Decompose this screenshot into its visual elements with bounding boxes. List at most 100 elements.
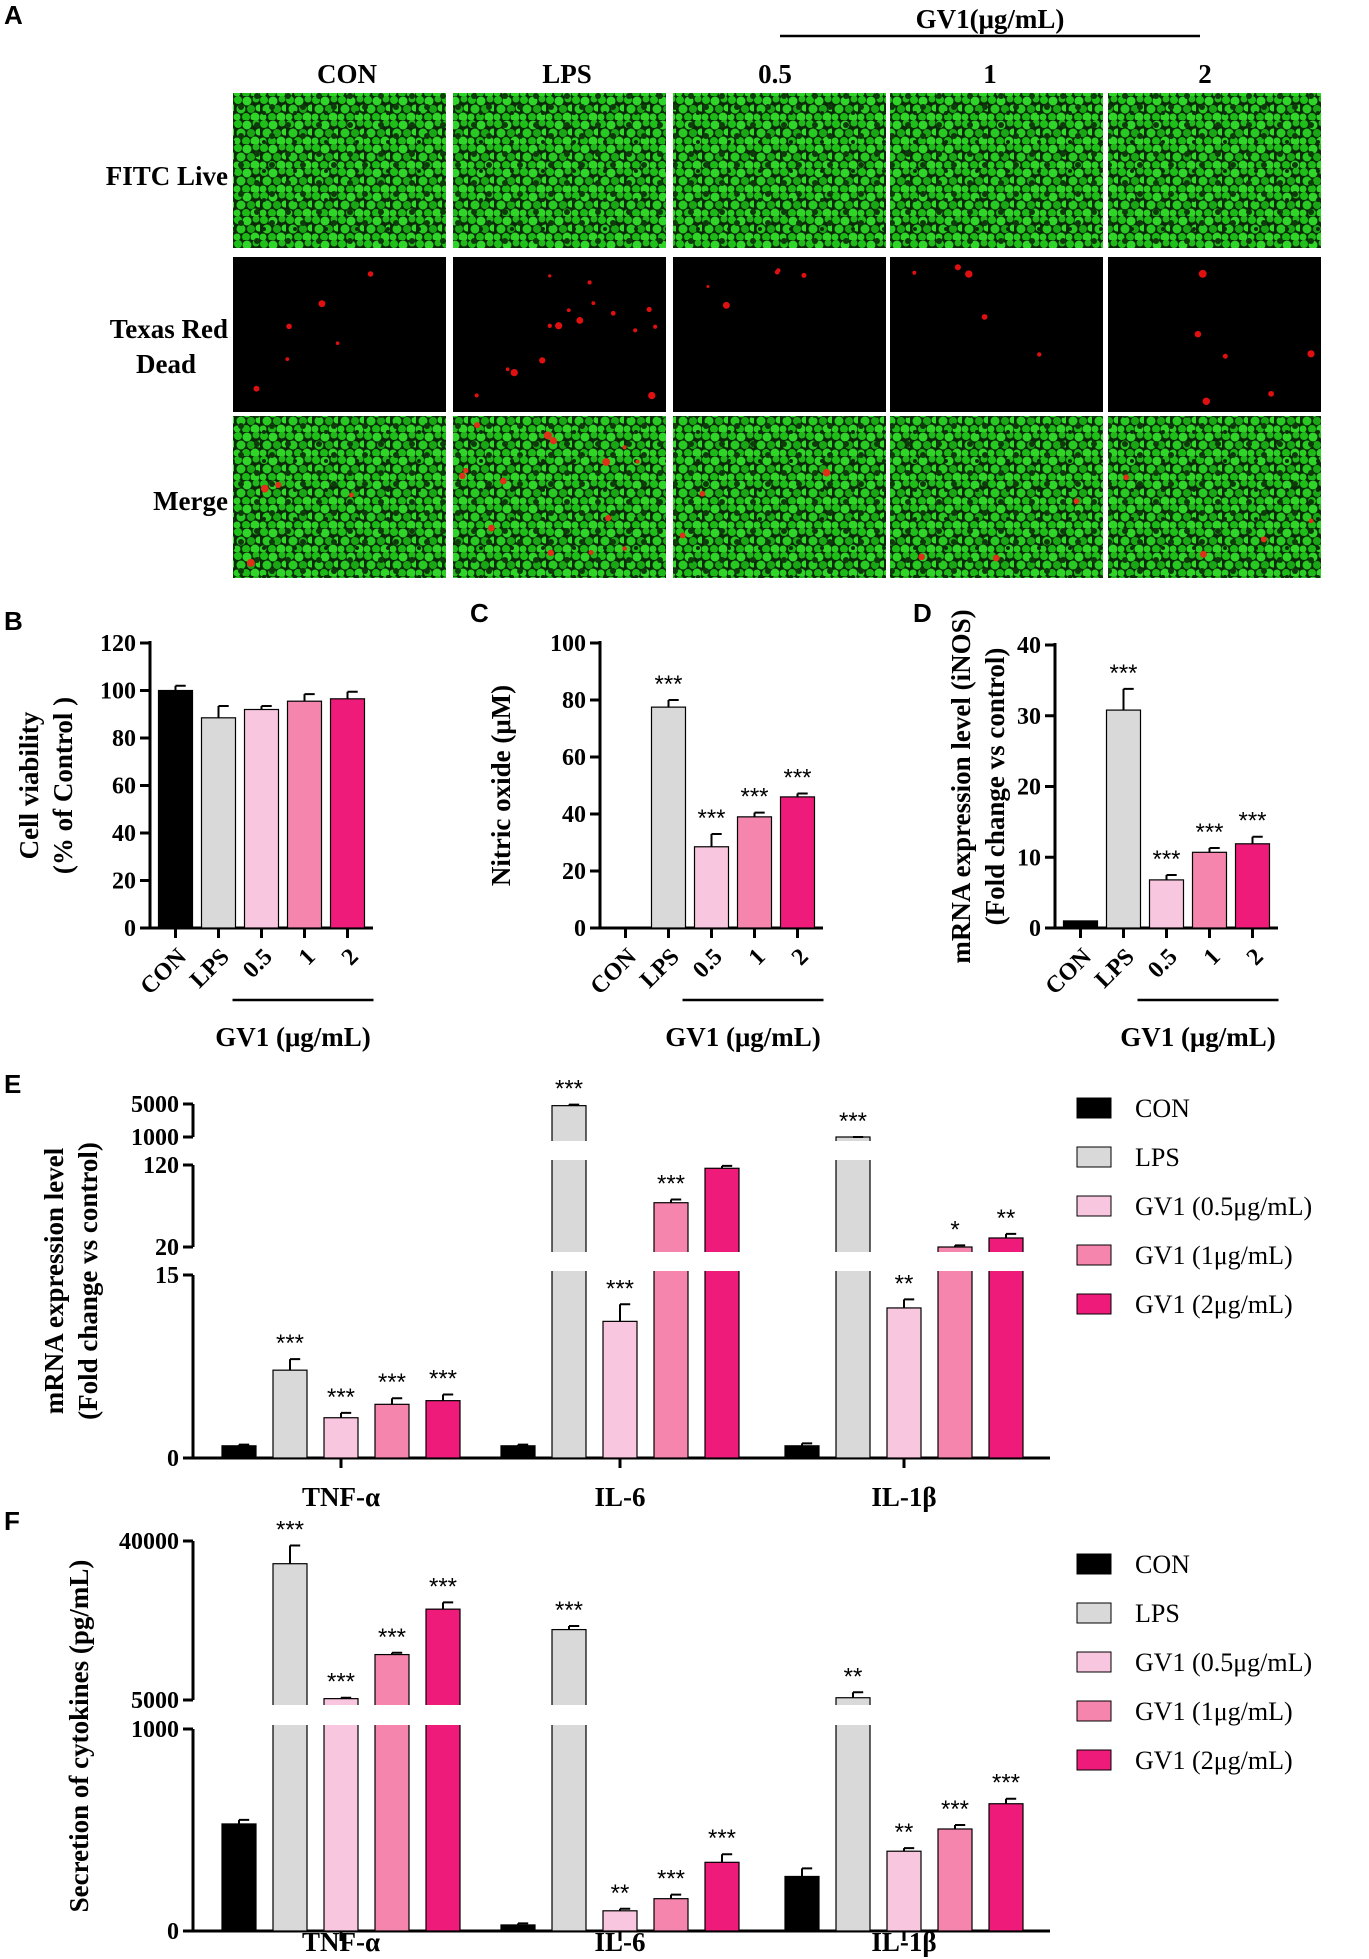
- merge-dead-dot: [699, 490, 706, 497]
- bar-CON: [1062, 920, 1099, 929]
- dead-image: [453, 257, 666, 412]
- y-tick-label: 120: [143, 1153, 179, 1179]
- panel-label-d: D: [913, 598, 932, 628]
- y-axis-title: (Fold change vs control): [73, 1142, 103, 1420]
- axis-break-gap: [195, 1141, 1052, 1160]
- dead-cell-dot: [555, 322, 563, 330]
- significance-label: ***: [657, 1866, 685, 1893]
- y-tick-label: 20: [1017, 775, 1041, 801]
- dead-cell-dot: [253, 385, 260, 392]
- dead-cell-dot: [912, 270, 917, 275]
- bar-2: [1234, 843, 1271, 929]
- dead-cell-dot: [1198, 269, 1207, 278]
- significance-label: *: [950, 1216, 959, 1243]
- legend-swatch: [1076, 1195, 1112, 1217]
- legend-label: GV1 (0.5μg/mL): [1135, 1648, 1312, 1677]
- column-label-1: 1: [983, 59, 997, 89]
- dead-image: [673, 257, 886, 412]
- dead-cell-dot: [954, 264, 961, 271]
- merge-dead-dot: [1308, 518, 1314, 524]
- dead-cell-dot: [591, 301, 596, 306]
- y-axis-title: Nitric oxide (μM): [486, 685, 516, 886]
- merge-image-texture: [233, 416, 446, 578]
- y-tick-label: 20: [112, 869, 136, 895]
- panel-a-micrographs: GV1(μg/mL) CON LPS 0.5 1 2 FITC Live Tex…: [106, 4, 1321, 578]
- bar-GV1 (2μg/mL): [988, 1237, 1024, 1459]
- dead-image: [233, 257, 446, 412]
- panel-label-e: E: [4, 1069, 21, 1099]
- significance-label: ***: [429, 1573, 457, 1600]
- y-tick-label: 40000: [119, 1529, 179, 1555]
- error-bar: [568, 1624, 580, 1630]
- x-tick-label: CON: [1041, 943, 1098, 1000]
- merge-dead-dot: [622, 546, 627, 551]
- dead-cell-dot: [576, 317, 584, 324]
- legend-label: GV1 (1μg/mL): [1135, 1697, 1293, 1726]
- dead-cell-dot: [801, 272, 807, 278]
- y-tick-label: 0: [124, 916, 136, 942]
- significance-label: ***: [378, 1369, 406, 1396]
- significance-label: ***: [1152, 846, 1180, 873]
- bar-LPS: [650, 706, 687, 929]
- error-bar: [1005, 1232, 1017, 1238]
- dead-cell-dot: [1268, 390, 1274, 397]
- merge-dead-dot: [275, 481, 282, 488]
- x-group-label: IL-6: [594, 1927, 645, 1957]
- live-image-texture: [890, 93, 1103, 248]
- significance-label: **: [997, 1205, 1016, 1232]
- row-label-dead: Dead: [136, 349, 196, 379]
- column-label-2: 2: [1198, 59, 1212, 89]
- error-bar: [801, 1442, 813, 1446]
- significance-label: ***: [276, 1330, 304, 1357]
- bar-GV1 (1μg/mL): [374, 1653, 410, 1932]
- legend-label: GV1 (1μg/mL): [1135, 1241, 1293, 1270]
- bar-1: [736, 816, 773, 929]
- dead-image: [1108, 257, 1321, 412]
- legend-swatch: [1076, 1293, 1112, 1315]
- bar-GV1 (1μg/mL): [937, 1246, 973, 1459]
- bar-CON: [221, 1445, 257, 1459]
- bar-0.5: [243, 708, 280, 929]
- bar-LPS: [835, 1697, 871, 1932]
- error-bar: [903, 1847, 915, 1852]
- legend-swatch: [1076, 1651, 1112, 1673]
- x-group-label: TNF-α: [302, 1927, 380, 1957]
- y-tick-label: 0: [574, 916, 586, 942]
- error-bar: [238, 1443, 250, 1446]
- dead-cell-dot: [774, 269, 780, 275]
- panel-label-f: F: [4, 1506, 20, 1536]
- error-bar: [174, 684, 186, 691]
- error-bar: [442, 1393, 454, 1401]
- dead-cell-dot: [1222, 353, 1228, 359]
- bar-GV1 (0.5μg/mL): [886, 1307, 922, 1459]
- error-bar: [260, 704, 272, 710]
- significance-label: ***: [1195, 819, 1223, 846]
- row-label-merge: Merge: [153, 486, 228, 516]
- error-bar: [303, 693, 315, 702]
- dead-image: [890, 257, 1103, 412]
- y-axis-title: (% of Control ): [48, 697, 78, 874]
- error-bar: [346, 690, 358, 699]
- column-label-0-5: 0.5: [758, 59, 792, 89]
- bar-2: [329, 698, 366, 929]
- dead-cell-dot: [981, 314, 988, 320]
- micrograph-grid: [233, 93, 1321, 578]
- merge-dead-dot: [349, 492, 354, 498]
- dead-cell-dot: [539, 357, 546, 364]
- bar-GV1 (2μg/mL): [704, 1861, 740, 1932]
- bar-CON: [500, 1445, 536, 1459]
- merge-dead-dot: [246, 558, 255, 567]
- significance-label: ***: [555, 1076, 583, 1103]
- dead-cell-dot: [1194, 330, 1202, 338]
- y-tick-label: 40: [562, 802, 586, 828]
- significance-label: ***: [740, 784, 768, 811]
- bar-GV1 (0.5μg/mL): [323, 1417, 359, 1459]
- error-bar: [667, 699, 679, 708]
- bar-2: [779, 796, 816, 929]
- bar-GV1 (1μg/mL): [653, 1898, 689, 1932]
- axis-break-gap: [195, 1705, 1052, 1725]
- x-tick-label: CON: [586, 943, 643, 1000]
